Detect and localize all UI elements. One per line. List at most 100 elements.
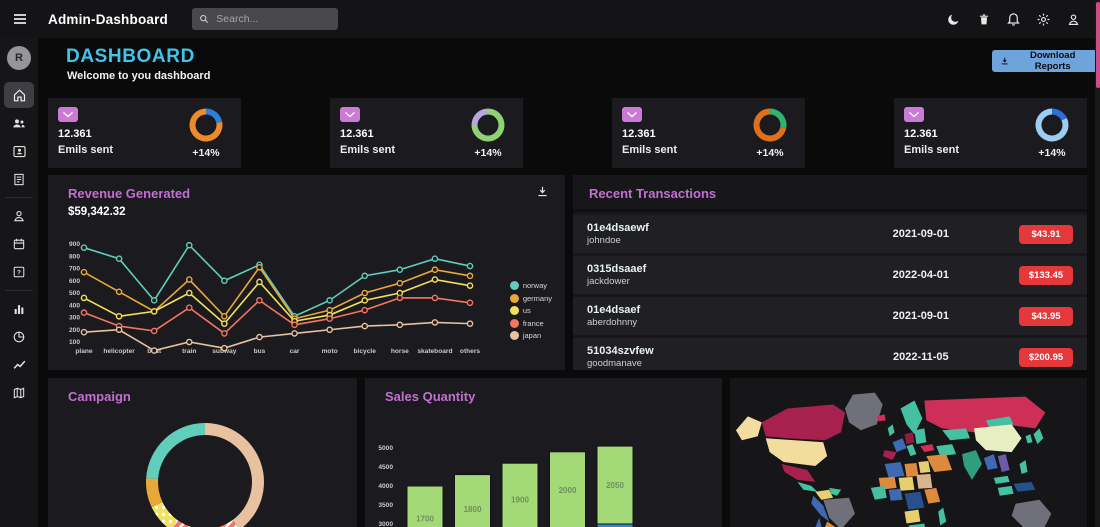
- sidebar-item-invoices[interactable]: [4, 166, 34, 192]
- svg-text:500: 500: [69, 290, 80, 297]
- region-madagascar: [938, 508, 946, 526]
- region-eastern-europe: [914, 428, 926, 444]
- svg-text:2000: 2000: [559, 486, 577, 495]
- region-saudi: [926, 454, 952, 472]
- transaction-id: 01e4dsaef: [587, 304, 823, 316]
- svg-text:900: 900: [69, 241, 80, 248]
- transaction-id: 0315dsaaef: [587, 263, 823, 275]
- legend-label: france: [523, 319, 544, 328]
- transaction-user: johndoe: [587, 235, 823, 246]
- legend-item: japan: [510, 331, 552, 340]
- transactions-list: 01e4dsaewfjohndoe2021-09-01$43.910315dsa…: [573, 215, 1087, 370]
- user-icon: [1066, 12, 1081, 27]
- svg-text:800: 800: [69, 253, 80, 260]
- receipt-icon: [12, 172, 26, 187]
- stat-card: 12.361Emils sent+14%: [330, 98, 523, 168]
- sidebar-item-bar-chart[interactable]: [4, 296, 34, 322]
- sidebar-item-faq[interactable]: ?: [4, 259, 34, 285]
- sidebar-item-geography[interactable]: [4, 380, 34, 406]
- search-input[interactable]: [214, 12, 331, 26]
- region-west-africa: [871, 486, 887, 500]
- transaction-amount-badge: $43.95: [1019, 307, 1073, 326]
- svg-text:1700: 1700: [416, 514, 434, 523]
- svg-text:1800: 1800: [464, 505, 482, 514]
- stat-card: 12.361Emils sent+14%: [894, 98, 1087, 168]
- revenue-download-button[interactable]: [536, 185, 549, 198]
- sales-bar-chart: 3000350040004500500017001800190020002050: [365, 434, 722, 527]
- transaction-date: 2022-11-05: [823, 351, 1019, 363]
- sidebar-item-team[interactable]: [4, 110, 34, 136]
- transactions-card: Recent Transactions 01e4dsaewfjohndoe202…: [573, 175, 1087, 370]
- stat-value: 12.361: [340, 128, 374, 140]
- sidebar-item-pie-chart[interactable]: [4, 324, 34, 350]
- contact-card-icon: [12, 144, 27, 159]
- transaction-row: 51034szvfewgoodmanave2022-11-05$200.95: [573, 338, 1087, 370]
- dark-mode-button[interactable]: [943, 8, 964, 30]
- people-icon: [11, 115, 27, 131]
- legend-item: germany: [510, 294, 552, 303]
- stat-label: Emils sent: [904, 144, 959, 156]
- avatar[interactable]: R: [7, 46, 31, 70]
- profile-button[interactable]: [1063, 8, 1084, 30]
- region-iberia: [883, 450, 897, 460]
- svg-text:600: 600: [69, 278, 80, 285]
- svg-text:400: 400: [69, 302, 80, 309]
- stat-value: 12.361: [58, 128, 92, 140]
- person-icon: [12, 209, 26, 223]
- legend-swatch: [510, 306, 519, 315]
- region-indonesia-east: [1014, 482, 1036, 492]
- svg-text:200: 200: [69, 327, 80, 334]
- stat-card: 12.361Emils sent+14%: [612, 98, 805, 168]
- revenue-card: Revenue Generated $59,342.32 10020030040…: [48, 175, 565, 370]
- search-box[interactable]: [192, 8, 338, 30]
- svg-text:300: 300: [69, 315, 80, 322]
- menu-button[interactable]: [12, 11, 28, 27]
- sidebar-item-contacts[interactable]: [4, 138, 34, 164]
- stat-donut-chart: [187, 106, 225, 144]
- sidebar-item-profile[interactable]: [4, 203, 34, 229]
- transaction-user: goodmanave: [587, 358, 823, 369]
- region-malaysia: [994, 476, 1010, 484]
- transaction-row: 01e4dsaefaberdohnny2021-09-01$43.95: [573, 297, 1087, 335]
- legend-label: norway: [523, 281, 547, 290]
- sidebar: R ?: [0, 38, 38, 527]
- sidebar-item-line-chart[interactable]: [4, 352, 34, 378]
- app-title: Admin-Dashboard: [48, 12, 168, 27]
- region-nigeria: [889, 489, 903, 501]
- trash-button[interactable]: [973, 8, 994, 30]
- legend-item: norway: [510, 281, 552, 290]
- stat-delta: +14%: [1032, 147, 1072, 159]
- stat-delta: +14%: [750, 147, 790, 159]
- world-map: [730, 380, 1087, 527]
- region-sudan: [916, 474, 932, 489]
- sidebar-item-home[interactable]: [4, 82, 34, 108]
- download-icon: [536, 185, 549, 198]
- region-algeria: [885, 462, 905, 478]
- legend-swatch: [510, 281, 519, 290]
- search-icon: [199, 13, 209, 25]
- download-reports-button[interactable]: Download Reports: [992, 50, 1100, 72]
- region-indonesia: [998, 486, 1014, 496]
- transaction-id: 01e4dsaewf: [587, 222, 823, 234]
- settings-button[interactable]: [1033, 8, 1054, 30]
- sales-card: Sales Quantity 3000350040004500500017001…: [365, 378, 722, 527]
- calendar-icon: [12, 237, 26, 251]
- legend-swatch: [510, 294, 519, 303]
- bell-icon: [1006, 12, 1021, 27]
- stat-delta: +14%: [468, 147, 508, 159]
- region-scandinavia: [901, 401, 923, 435]
- region-chile: [815, 518, 823, 527]
- email-icon: [58, 107, 78, 122]
- sidebar-item-calendar[interactable]: [4, 231, 34, 257]
- page-title: DASHBOARD: [66, 46, 195, 68]
- notifications-button[interactable]: [1003, 8, 1024, 30]
- region-russia: [924, 397, 1045, 433]
- legend-swatch: [510, 319, 519, 328]
- map-icon: [12, 386, 26, 400]
- stat-donut-chart: [751, 106, 789, 144]
- svg-text:4500: 4500: [378, 464, 393, 471]
- region-germany: [905, 432, 915, 444]
- svg-text:car: car: [290, 348, 300, 355]
- svg-text:2050: 2050: [606, 481, 624, 490]
- scrollbar-thumb[interactable]: [1096, 2, 1100, 88]
